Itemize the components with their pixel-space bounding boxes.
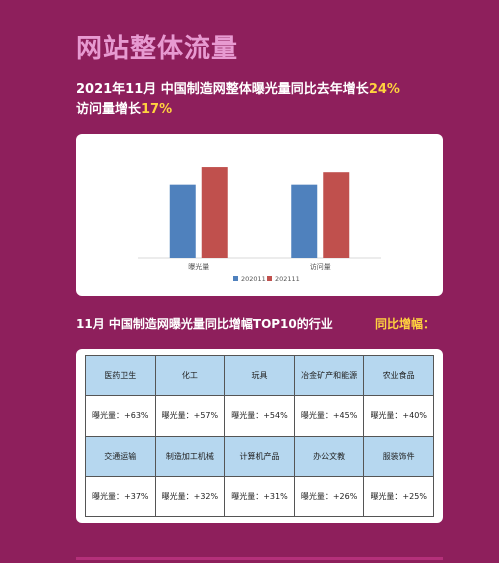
industry-table-card: 医药卫生 化工 玩具 冶金矿产和能源 农业食品 曝光量：+63% 曝光量：+57… bbox=[76, 349, 443, 523]
industry-name: 医药卫生 bbox=[85, 354, 156, 397]
table-row: 交通运输 制造加工机械 计算机产品 办公文教 服装饰件 bbox=[85, 435, 434, 477]
table-row: 医药卫生 化工 玩具 冶金矿产和能源 农业食品 bbox=[85, 354, 434, 397]
industry-name: 农业食品 bbox=[363, 354, 434, 397]
bar-chart: 曝光量 访问量 202011 202111 bbox=[138, 167, 381, 283]
visit-growth-value: 17% bbox=[141, 102, 173, 117]
industry-growth: 曝光量：+40% bbox=[363, 395, 434, 437]
industry-growth: 曝光量：+54% bbox=[224, 395, 295, 437]
industry-table: 医药卫生 化工 玩具 冶金矿产和能源 农业食品 曝光量：+63% 曝光量：+57… bbox=[85, 354, 434, 518]
industry-growth: 曝光量：+31% bbox=[224, 475, 295, 518]
summary-line-2-text: 访问量增长 bbox=[76, 102, 142, 117]
summary-text: 2021年11月 中国制造网整体曝光量同比去年增长24% 访问量增长17% bbox=[76, 80, 436, 120]
chart-bar bbox=[169, 184, 196, 258]
summary-line-2: 访问量增长17% bbox=[76, 100, 436, 120]
industry-growth: 曝光量：+25% bbox=[363, 475, 434, 518]
table-row: 曝光量：+37% 曝光量：+32% 曝光量：+31% 曝光量：+26% 曝光量：… bbox=[85, 475, 434, 518]
chart-bar bbox=[291, 184, 318, 258]
section-title: 11月 中国制造网曝光量同比增幅TOP10的行业 bbox=[76, 317, 333, 331]
chart-card: 曝光量 访问量 202011 202111 bbox=[76, 134, 443, 296]
legend-swatch bbox=[233, 276, 238, 281]
industry-name: 化工 bbox=[154, 354, 226, 397]
industry-growth: 曝光量：+32% bbox=[154, 475, 226, 518]
industry-growth: 曝光量：+57% bbox=[154, 395, 226, 437]
industry-growth: 曝光量：+63% bbox=[85, 395, 156, 437]
industry-name: 服装饰件 bbox=[363, 435, 434, 477]
chart-bar bbox=[323, 172, 350, 258]
bottom-divider bbox=[76, 557, 443, 560]
table-row: 曝光量：+63% 曝光量：+57% 曝光量：+54% 曝光量：+45% 曝光量：… bbox=[85, 395, 434, 437]
industry-name: 制造加工机械 bbox=[154, 435, 226, 477]
industry-growth: 曝光量：+45% bbox=[293, 395, 365, 437]
industry-name: 玩具 bbox=[224, 354, 295, 397]
chart-bar bbox=[201, 167, 228, 258]
industry-growth: 曝光量：+37% bbox=[85, 475, 156, 518]
industry-name: 冶金矿产和能源 bbox=[293, 354, 365, 397]
section-extra-label: 同比增幅： bbox=[375, 317, 436, 331]
legend-label: 202111 bbox=[275, 275, 300, 283]
x-tick-label: 访问量 bbox=[310, 262, 331, 271]
industry-name: 交通运输 bbox=[85, 435, 156, 477]
industry-growth: 曝光量：+26% bbox=[293, 475, 365, 518]
page-title: 网站整体流量 bbox=[76, 34, 239, 64]
summary-line-1: 2021年11月 中国制造网整体曝光量同比去年增长24% bbox=[76, 80, 436, 100]
legend-swatch bbox=[267, 276, 272, 281]
industry-name: 办公文教 bbox=[293, 435, 365, 477]
summary-line-1-text: 2021年11月 中国制造网整体曝光量同比去年增长 bbox=[76, 82, 369, 97]
exposure-growth-value: 24% bbox=[368, 82, 400, 97]
x-tick-label: 曝光量 bbox=[188, 262, 209, 271]
legend-label: 202011 bbox=[241, 275, 266, 283]
industry-name: 计算机产品 bbox=[224, 435, 295, 477]
